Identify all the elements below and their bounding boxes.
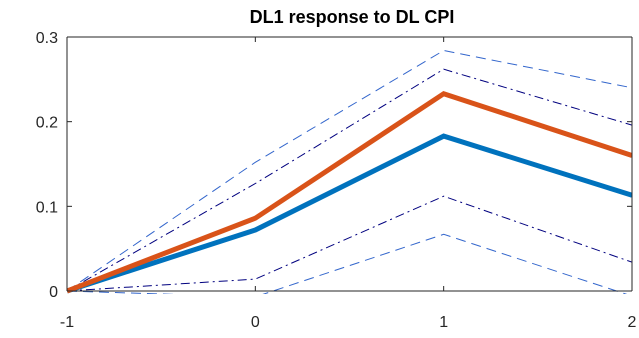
series-line-2 <box>67 133 632 294</box>
series-line-6 <box>67 195 632 292</box>
series-line-1 <box>67 90 632 294</box>
x-tick-label: 0 <box>251 314 260 331</box>
axes <box>66 36 633 292</box>
chart-title: DL1 response to DL CPI <box>250 7 455 27</box>
series-line-3 <box>67 49 632 292</box>
y-tick-label: 0 <box>49 284 58 301</box>
tick-marks <box>66 36 633 292</box>
y-tick-label: 0.2 <box>36 115 58 132</box>
y-tick-label: 0.3 <box>36 30 58 47</box>
series-line-4 <box>67 233 628 294</box>
x-tick-label: 2 <box>628 314 637 331</box>
series-line-5 <box>67 68 632 292</box>
series-lines <box>67 49 632 294</box>
y-tick-label: 0.1 <box>36 199 58 216</box>
x-tick-label: 1 <box>439 314 448 331</box>
tick-labels: -1 0 1 200.10.20.3 <box>36 30 637 331</box>
x-tick-label: -1 <box>60 314 74 331</box>
